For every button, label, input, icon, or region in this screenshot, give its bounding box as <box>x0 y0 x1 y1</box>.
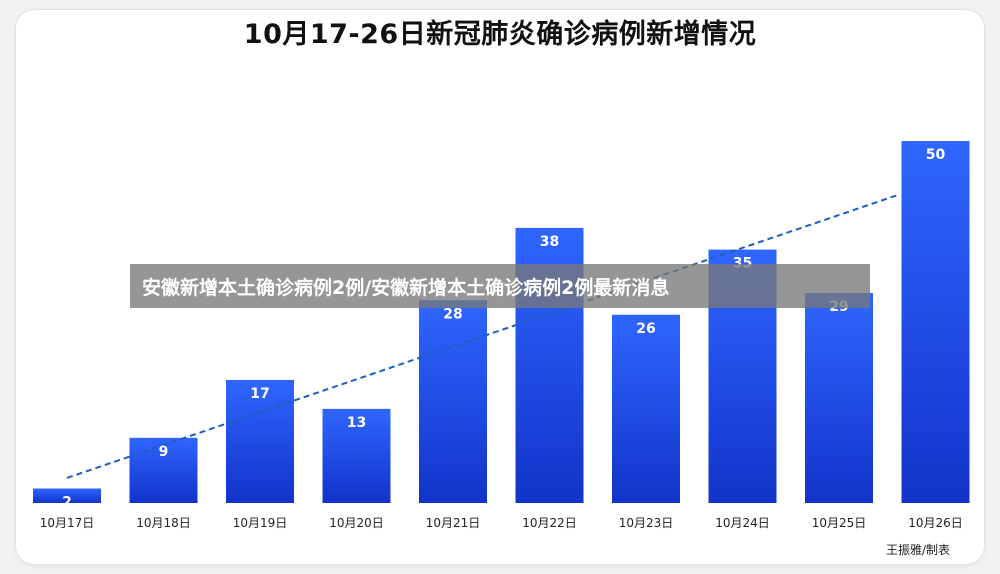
x-tick-label-8: 10月24日 <box>715 516 770 530</box>
headline-banner: 安徽新增本土确诊病例2例/安徽新增本土确诊病例2例最新消息 <box>130 264 870 308</box>
chart-title: 10月17-26日新冠肺炎确诊病例新增情况 <box>243 19 757 50</box>
trend-layer <box>66 194 898 479</box>
x-tick-label-7: 10月23日 <box>619 516 674 530</box>
bar-10 <box>901 141 970 503</box>
headline-text: 安徽新增本土确诊病例2例/安徽新增本土确诊病例2例最新消息 <box>142 276 670 299</box>
data-label-10: 50 <box>926 147 946 163</box>
x-tick-label-2: 10月18日 <box>136 516 191 530</box>
data-label-5: 28 <box>443 306 462 322</box>
x-tick-label-9: 10月25日 <box>812 516 867 530</box>
trend-line <box>66 194 898 479</box>
x-tick-label-3: 10月19日 <box>233 516 288 530</box>
bar-4 <box>322 408 391 503</box>
x-tick-label-1: 10月17日 <box>40 516 95 530</box>
data-label-1: 2 <box>62 495 72 511</box>
data-label-2: 9 <box>159 444 169 460</box>
bar-5 <box>419 300 487 503</box>
x-tick-label-6: 10月22日 <box>522 516 577 530</box>
data-label-4: 13 <box>347 415 366 431</box>
data-label-7: 26 <box>636 321 655 337</box>
bar-3 <box>226 379 294 503</box>
x-tick-label-5: 10月21日 <box>426 516 481 530</box>
bar-7 <box>612 314 680 503</box>
x-axis-ticks: 10月17日 10月18日 10月19日 10月20日 10月21日 10月22日 10月2… <box>40 516 963 530</box>
data-label-6: 38 <box>540 234 559 250</box>
x-tick-label-4: 10月20日 <box>329 516 384 530</box>
credit-text: 王振雅/制表 <box>885 543 950 557</box>
bars-layer <box>33 141 970 503</box>
data-label-3: 17 <box>250 386 269 402</box>
bar-1 <box>33 488 101 503</box>
x-tick-label-10: 10月26日 <box>908 516 963 530</box>
bar-9 <box>805 293 873 503</box>
bar-2 <box>129 437 198 503</box>
